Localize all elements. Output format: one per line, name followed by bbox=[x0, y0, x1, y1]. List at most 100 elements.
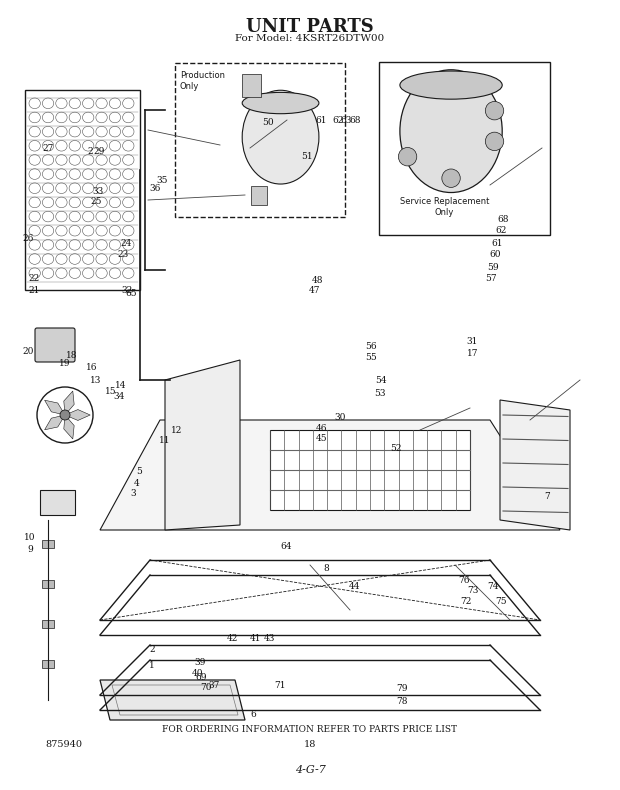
Polygon shape bbox=[64, 391, 74, 415]
Text: 1: 1 bbox=[149, 660, 155, 670]
Text: 16: 16 bbox=[86, 363, 97, 372]
Bar bbox=[40, 490, 75, 515]
Text: 63: 63 bbox=[340, 115, 352, 125]
Text: 29: 29 bbox=[94, 147, 105, 156]
Text: 6: 6 bbox=[250, 710, 256, 720]
Text: 8: 8 bbox=[324, 564, 330, 574]
Text: 73: 73 bbox=[467, 586, 478, 596]
Circle shape bbox=[37, 387, 93, 443]
Text: 12: 12 bbox=[171, 426, 182, 435]
Text: 61: 61 bbox=[316, 115, 327, 125]
Polygon shape bbox=[165, 360, 240, 530]
Polygon shape bbox=[100, 680, 245, 720]
Text: 43: 43 bbox=[264, 634, 275, 643]
Text: 34: 34 bbox=[113, 392, 125, 401]
Text: 5: 5 bbox=[136, 467, 143, 476]
Text: FOR ORDERING INFORMATION REFER TO PARTS PRICE LIST: FOR ORDERING INFORMATION REFER TO PARTS … bbox=[162, 724, 458, 734]
Text: 68: 68 bbox=[349, 115, 360, 125]
Text: 72: 72 bbox=[461, 597, 472, 607]
Bar bbox=[242, 74, 260, 97]
Text: 33: 33 bbox=[92, 186, 104, 196]
Text: 70: 70 bbox=[200, 683, 211, 692]
Text: 64: 64 bbox=[281, 542, 292, 551]
Bar bbox=[25, 90, 140, 290]
Text: 4-G-7: 4-G-7 bbox=[294, 766, 326, 775]
Text: 2: 2 bbox=[149, 645, 155, 654]
Bar bbox=[379, 62, 550, 235]
Text: 71: 71 bbox=[275, 681, 286, 690]
Text: 47: 47 bbox=[309, 286, 321, 295]
Text: 875940: 875940 bbox=[45, 740, 82, 750]
Text: 31: 31 bbox=[467, 337, 478, 346]
Text: 37: 37 bbox=[208, 681, 219, 690]
Bar bbox=[42, 620, 54, 628]
Circle shape bbox=[485, 101, 503, 120]
Text: 54: 54 bbox=[376, 376, 387, 386]
Text: 35: 35 bbox=[157, 175, 168, 185]
Text: 74: 74 bbox=[487, 581, 498, 591]
Text: 78: 78 bbox=[396, 697, 407, 706]
Bar bbox=[175, 63, 345, 217]
Text: 3: 3 bbox=[130, 489, 136, 498]
Text: 52: 52 bbox=[390, 444, 401, 453]
Text: 17: 17 bbox=[467, 349, 478, 359]
Text: 60: 60 bbox=[489, 250, 500, 259]
Text: UNIT PARTS: UNIT PARTS bbox=[246, 18, 374, 36]
Text: 20: 20 bbox=[22, 347, 33, 356]
Text: 13: 13 bbox=[91, 376, 102, 386]
Circle shape bbox=[442, 169, 460, 187]
Text: 48: 48 bbox=[312, 276, 323, 285]
Text: 41: 41 bbox=[250, 634, 261, 643]
Polygon shape bbox=[64, 415, 74, 439]
Text: 14: 14 bbox=[115, 381, 126, 390]
Ellipse shape bbox=[242, 90, 319, 184]
Polygon shape bbox=[45, 415, 65, 430]
Text: 7: 7 bbox=[544, 491, 550, 501]
Polygon shape bbox=[500, 400, 570, 530]
Polygon shape bbox=[65, 409, 90, 420]
Text: 57: 57 bbox=[485, 273, 497, 283]
Text: Production
Only: Production Only bbox=[180, 71, 225, 91]
Ellipse shape bbox=[242, 92, 319, 114]
Text: 44: 44 bbox=[349, 581, 360, 591]
Bar bbox=[42, 660, 54, 668]
Text: 23: 23 bbox=[117, 250, 128, 259]
Text: 55: 55 bbox=[365, 352, 376, 362]
Text: 24: 24 bbox=[120, 239, 131, 248]
Text: 40: 40 bbox=[192, 668, 203, 678]
Text: 79: 79 bbox=[396, 684, 407, 694]
Text: 76: 76 bbox=[458, 576, 469, 585]
Text: 22: 22 bbox=[29, 273, 40, 283]
Text: For Model: 4KSRT26DTW00: For Model: 4KSRT26DTW00 bbox=[236, 34, 384, 43]
Bar bbox=[251, 186, 267, 205]
Text: 21: 21 bbox=[29, 286, 40, 295]
Text: 59: 59 bbox=[487, 262, 498, 272]
Text: 50: 50 bbox=[262, 118, 273, 127]
Bar bbox=[270, 430, 470, 510]
Text: 46: 46 bbox=[316, 423, 327, 433]
Text: 4: 4 bbox=[133, 479, 140, 488]
Ellipse shape bbox=[400, 71, 502, 100]
Text: 69: 69 bbox=[196, 673, 207, 683]
Bar bbox=[42, 580, 54, 588]
Text: 36: 36 bbox=[149, 183, 161, 193]
Text: 65: 65 bbox=[126, 289, 137, 299]
Text: 68: 68 bbox=[498, 215, 509, 224]
Circle shape bbox=[60, 410, 70, 420]
Text: 10: 10 bbox=[24, 532, 35, 542]
Text: Service Replacement
Only: Service Replacement Only bbox=[399, 198, 489, 216]
Text: 19: 19 bbox=[60, 359, 71, 368]
Text: 11: 11 bbox=[159, 436, 170, 446]
Text: 2: 2 bbox=[87, 147, 93, 156]
FancyBboxPatch shape bbox=[35, 328, 75, 362]
Text: 39: 39 bbox=[194, 657, 205, 667]
Text: 25: 25 bbox=[91, 197, 102, 206]
Polygon shape bbox=[45, 401, 65, 415]
Text: 18: 18 bbox=[66, 351, 77, 360]
Circle shape bbox=[485, 132, 503, 151]
Ellipse shape bbox=[400, 70, 502, 193]
Text: 42: 42 bbox=[227, 634, 238, 643]
Text: 30: 30 bbox=[334, 412, 345, 422]
Text: 62: 62 bbox=[332, 115, 343, 125]
Text: 61: 61 bbox=[492, 239, 503, 248]
